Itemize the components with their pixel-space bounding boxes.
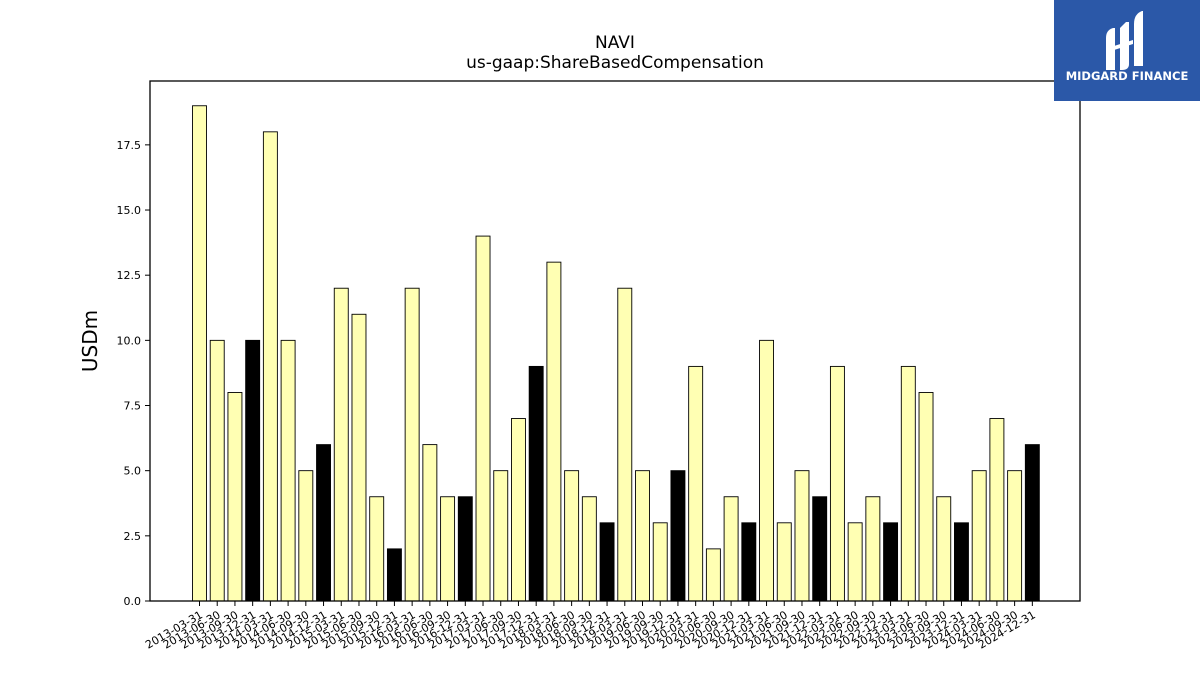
bar-2016-09-30	[440, 496, 456, 602]
bar-2020-06-30	[705, 548, 721, 602]
bar-series	[192, 105, 1040, 602]
bar-2013-03-31	[192, 105, 207, 602]
x-axis-ticks: 2013-03-312013-06-302013-09-302013-12-31…	[143, 601, 1038, 652]
bar-2013-09-30	[227, 392, 243, 602]
bar-2013-12-31	[245, 339, 261, 602]
bar-2024-03-31	[971, 470, 987, 602]
y-tick-label: 10.0	[117, 334, 142, 347]
bar-2020-03-31	[688, 365, 704, 602]
y-tick-label: 12.5	[117, 269, 142, 282]
bar-2018-03-31	[546, 261, 562, 602]
logo-wordmark: MIDGARD FINANCE	[1066, 69, 1189, 83]
bar-2019-09-30	[652, 522, 668, 602]
bar-2017-12-31	[528, 365, 544, 602]
bar-2017-03-31	[475, 235, 491, 602]
bar-2014-09-30	[298, 470, 314, 602]
y-axis-ticks: 0.0 2.5 5.0 7.5 10.0 12.5 15.0 17.5	[117, 139, 150, 608]
bar-2018-09-30	[581, 496, 597, 602]
bar-2016-03-31	[404, 287, 420, 602]
bar-2022-03-31	[829, 365, 845, 602]
y-axis-label: USDm	[78, 310, 102, 372]
y-tick-label: 17.5	[117, 139, 142, 152]
bar-2017-09-30	[511, 418, 526, 602]
bar-2015-12-31	[386, 548, 402, 602]
bar-2015-09-30	[369, 496, 385, 602]
logo-mark-icon	[1106, 11, 1143, 70]
midgard-finance-logo: MIDGARD FINANCE	[1054, 0, 1200, 101]
bar-2015-06-30	[351, 313, 367, 602]
y-tick-label: 15.0	[117, 204, 142, 217]
y-tick-label: 2.5	[124, 530, 142, 543]
bar-2016-06-30	[422, 444, 438, 602]
bar-2020-12-31	[741, 522, 757, 602]
bar-2015-03-31	[333, 287, 349, 602]
y-tick-label: 5.0	[124, 465, 142, 478]
bar-2024-12-31	[1024, 444, 1040, 602]
bar-2021-12-31	[812, 496, 828, 602]
bar-2017-06-30	[493, 470, 509, 602]
bar-2023-09-30	[936, 496, 952, 602]
bar-2014-06-30	[280, 339, 296, 602]
bar-2019-06-30	[635, 470, 650, 602]
chart-title: NAVI	[595, 33, 635, 53]
bar-2022-12-31	[883, 522, 899, 602]
bar-2019-03-31	[617, 287, 633, 602]
y-tick-label: 0.0	[124, 595, 142, 608]
y-tick-label: 7.5	[124, 400, 142, 413]
bar-2016-12-31	[457, 496, 473, 602]
bar-2018-06-30	[564, 470, 580, 602]
bar-2022-06-30	[847, 522, 863, 602]
bar-2021-03-31	[759, 339, 774, 602]
bar-2022-09-30	[865, 496, 881, 602]
bar-2024-06-30	[989, 418, 1005, 602]
bar-2023-12-31	[954, 522, 969, 602]
bar-2019-12-31	[670, 470, 686, 602]
bar-2013-06-30	[209, 339, 225, 602]
bar-2024-09-30	[1007, 470, 1023, 602]
bar-2018-12-31	[599, 522, 615, 602]
bar-2020-09-30	[723, 496, 739, 602]
chart-subtitle: us-gaap:ShareBasedCompensation	[466, 53, 764, 73]
bar-2023-06-30	[918, 392, 934, 602]
bar-2021-09-30	[794, 470, 810, 602]
bar-2023-03-31	[900, 365, 916, 602]
plot-frame	[149, 80, 1081, 602]
bar-2014-12-31	[316, 444, 331, 602]
bar-2014-03-31	[262, 131, 278, 602]
bar-2021-06-30	[776, 522, 792, 602]
